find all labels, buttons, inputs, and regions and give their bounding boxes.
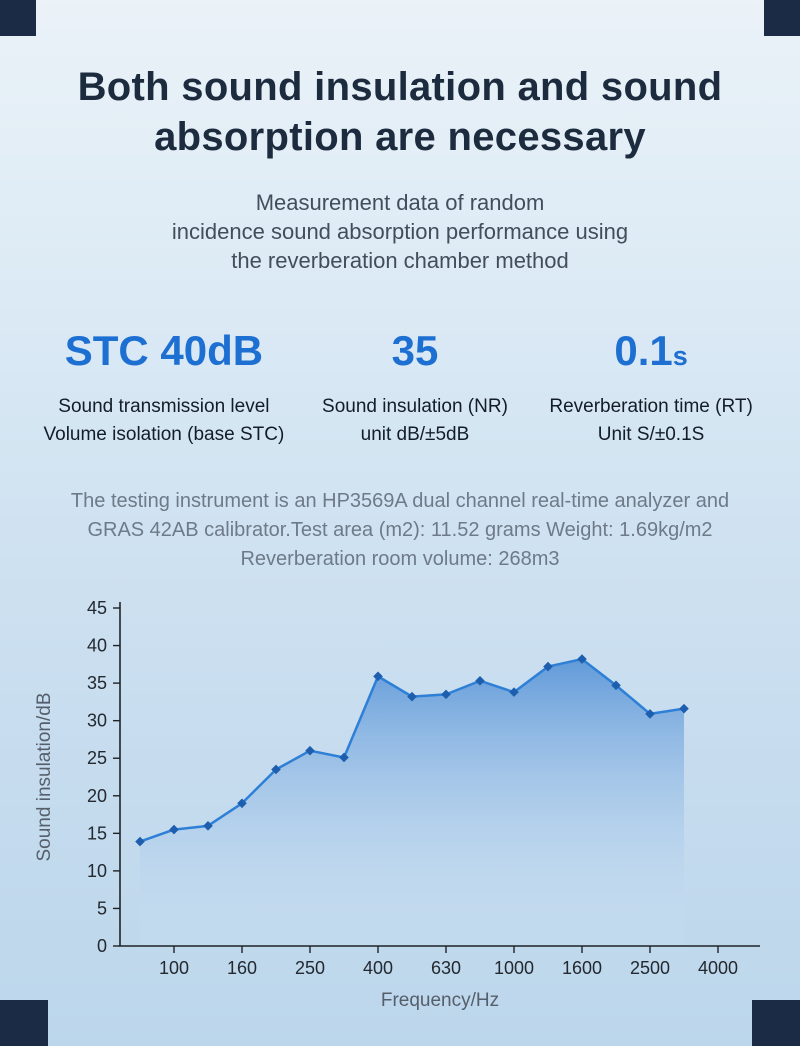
y-axis-label: Sound insulation/dB — [34, 692, 55, 861]
svg-text:35: 35 — [87, 673, 107, 693]
area-fill — [140, 659, 684, 946]
page-title: Both sound insulation and sound absorpti… — [77, 65, 723, 159]
svg-text:30: 30 — [87, 711, 107, 731]
corner-accent-bottom-left — [0, 1000, 48, 1046]
stat-label-stc: Sound transmission level Volume isolatio… — [43, 396, 285, 445]
stat-value-stc: STC 40dB — [64, 327, 264, 374]
stat-reverberation-time: 0.1s Reverberation time (RT) Unit S/±0.1… — [530, 327, 772, 449]
stat-sound-insulation: 35 Sound insulation (NR) unit dB/±5dB — [300, 327, 530, 449]
svg-text:1600: 1600 — [562, 958, 602, 978]
sound-insulation-chart: 0 5 10 15 20 25 30 35 40 45 100 160 250 400 630 1000 160… — [34, 598, 760, 1011]
svg-text:0: 0 — [97, 936, 107, 956]
stats-row: STC 40dB Sound transmission level Volume… — [28, 327, 772, 449]
svg-text:100: 100 — [159, 958, 189, 978]
svg-text:400: 400 — [363, 958, 393, 978]
stat-sound-transmission: STC 40dB Sound transmission level Volume… — [28, 327, 300, 449]
corner-accent-bottom-right — [752, 1000, 800, 1046]
corner-accent-top-left — [0, 0, 36, 36]
svg-text:15: 15 — [87, 823, 107, 843]
stat-label-nr: Sound insulation (NR) unit dB/±5dB — [322, 396, 508, 445]
data-point-marker — [135, 836, 145, 847]
stat-value-nr: 35 — [391, 327, 439, 374]
svg-text:160: 160 — [227, 958, 257, 978]
test-description: The testing instrument is an HP3569A dua… — [70, 490, 730, 570]
svg-text:630: 630 — [431, 958, 461, 978]
svg-text:10: 10 — [87, 861, 107, 881]
svg-text:4000: 4000 — [698, 958, 738, 978]
svg-text:2500: 2500 — [630, 958, 670, 978]
svg-text:250: 250 — [295, 958, 325, 978]
svg-text:5: 5 — [97, 898, 107, 918]
stat-label-rt: Reverberation time (RT) Unit S/±0.1S — [549, 396, 753, 445]
chart-container: 0 5 10 15 20 25 30 35 40 45 100 160 250 400 630 1000 160… — [20, 594, 780, 1029]
svg-text:45: 45 — [87, 598, 107, 618]
svg-text:20: 20 — [87, 786, 107, 806]
corner-accent-top-right — [764, 0, 800, 36]
page-subtitle: Measurement data of random incidence sou… — [171, 190, 629, 273]
stat-value-rt: 0.1s — [614, 327, 688, 374]
data-point-marker — [441, 689, 451, 700]
x-axis-label: Frequency/Hz — [381, 990, 499, 1011]
svg-text:1000: 1000 — [494, 958, 534, 978]
svg-text:40: 40 — [87, 636, 107, 656]
svg-text:25: 25 — [87, 748, 107, 768]
